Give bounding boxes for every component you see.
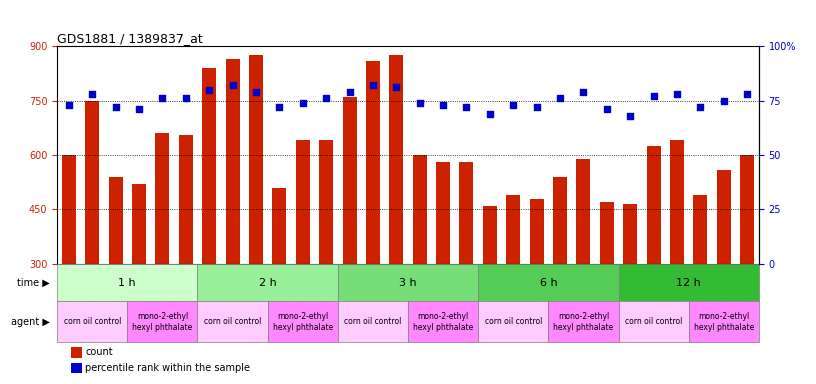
Point: [180, 95, 193, 101]
Bar: [366, 61, 380, 264]
Text: mono-2-ethyl
hexyl phthalate: mono-2-ethyl hexyl phthalate: [413, 312, 473, 331]
Point: [671, 91, 684, 97]
Bar: [319, 141, 333, 264]
Bar: [155, 133, 170, 264]
Bar: [179, 135, 193, 264]
Bar: [389, 55, 403, 264]
Point: [694, 104, 707, 110]
Point: [109, 104, 122, 110]
Point: [530, 104, 543, 110]
FancyBboxPatch shape: [57, 264, 197, 301]
Bar: [273, 188, 286, 264]
Bar: [740, 155, 754, 264]
FancyBboxPatch shape: [619, 301, 689, 342]
Bar: [530, 199, 543, 264]
Point: [460, 104, 473, 110]
Bar: [249, 55, 263, 264]
FancyBboxPatch shape: [689, 301, 759, 342]
Bar: [694, 195, 707, 264]
Point: [577, 89, 590, 95]
Text: agent ▶: agent ▶: [11, 317, 50, 327]
Text: percentile rank within the sample: percentile rank within the sample: [85, 363, 251, 373]
FancyBboxPatch shape: [197, 264, 338, 301]
FancyBboxPatch shape: [478, 301, 548, 342]
Point: [413, 100, 426, 106]
Point: [132, 106, 145, 113]
Bar: [85, 101, 100, 264]
Bar: [132, 184, 146, 264]
Bar: [506, 195, 521, 264]
Bar: [436, 162, 450, 264]
Point: [250, 89, 263, 95]
Text: time ▶: time ▶: [17, 278, 50, 288]
FancyBboxPatch shape: [268, 301, 338, 342]
FancyBboxPatch shape: [338, 264, 478, 301]
Point: [507, 102, 520, 108]
Point: [226, 82, 239, 88]
Point: [366, 82, 379, 88]
Text: mono-2-ethyl
hexyl phthalate: mono-2-ethyl hexyl phthalate: [553, 312, 614, 331]
Text: mono-2-ethyl
hexyl phthalate: mono-2-ethyl hexyl phthalate: [694, 312, 754, 331]
FancyBboxPatch shape: [338, 301, 408, 342]
Point: [623, 113, 636, 119]
Text: corn oil control: corn oil control: [485, 317, 542, 326]
Point: [483, 111, 496, 117]
Bar: [71, 363, 82, 373]
Point: [741, 91, 754, 97]
Bar: [202, 68, 216, 264]
Text: GDS1881 / 1389837_at: GDS1881 / 1389837_at: [57, 32, 203, 45]
Bar: [670, 141, 684, 264]
FancyBboxPatch shape: [619, 264, 759, 301]
Bar: [413, 155, 427, 264]
Text: 2 h: 2 h: [259, 278, 277, 288]
Text: mono-2-ethyl
hexyl phthalate: mono-2-ethyl hexyl phthalate: [273, 312, 333, 331]
Bar: [576, 159, 591, 264]
Text: corn oil control: corn oil control: [64, 317, 121, 326]
Bar: [623, 204, 637, 264]
Text: 1 h: 1 h: [118, 278, 136, 288]
Bar: [553, 177, 567, 264]
Point: [601, 106, 614, 113]
Point: [647, 93, 660, 99]
Text: 3 h: 3 h: [399, 278, 417, 288]
Point: [437, 102, 450, 108]
Point: [296, 100, 309, 106]
Bar: [600, 202, 614, 264]
FancyBboxPatch shape: [197, 301, 268, 342]
Text: 6 h: 6 h: [539, 278, 557, 288]
Point: [202, 86, 215, 93]
Bar: [716, 170, 731, 264]
Bar: [343, 97, 357, 264]
Bar: [295, 141, 310, 264]
Point: [390, 84, 403, 91]
Text: count: count: [85, 348, 113, 358]
Text: corn oil control: corn oil control: [625, 317, 682, 326]
FancyBboxPatch shape: [478, 264, 619, 301]
Point: [62, 102, 75, 108]
Bar: [71, 348, 82, 358]
FancyBboxPatch shape: [127, 301, 197, 342]
Bar: [459, 162, 473, 264]
Point: [343, 89, 356, 95]
Bar: [225, 59, 240, 264]
Text: mono-2-ethyl
hexyl phthalate: mono-2-ethyl hexyl phthalate: [132, 312, 193, 331]
Point: [553, 95, 566, 101]
Point: [273, 104, 286, 110]
Bar: [109, 177, 122, 264]
Point: [717, 98, 730, 104]
FancyBboxPatch shape: [57, 301, 127, 342]
Text: corn oil control: corn oil control: [204, 317, 261, 326]
Point: [156, 95, 169, 101]
Point: [320, 95, 333, 101]
Bar: [646, 146, 661, 264]
Text: 12 h: 12 h: [676, 278, 701, 288]
Point: [86, 91, 99, 97]
FancyBboxPatch shape: [548, 301, 619, 342]
Bar: [483, 206, 497, 264]
FancyBboxPatch shape: [408, 301, 478, 342]
Bar: [62, 155, 76, 264]
Text: corn oil control: corn oil control: [344, 317, 401, 326]
